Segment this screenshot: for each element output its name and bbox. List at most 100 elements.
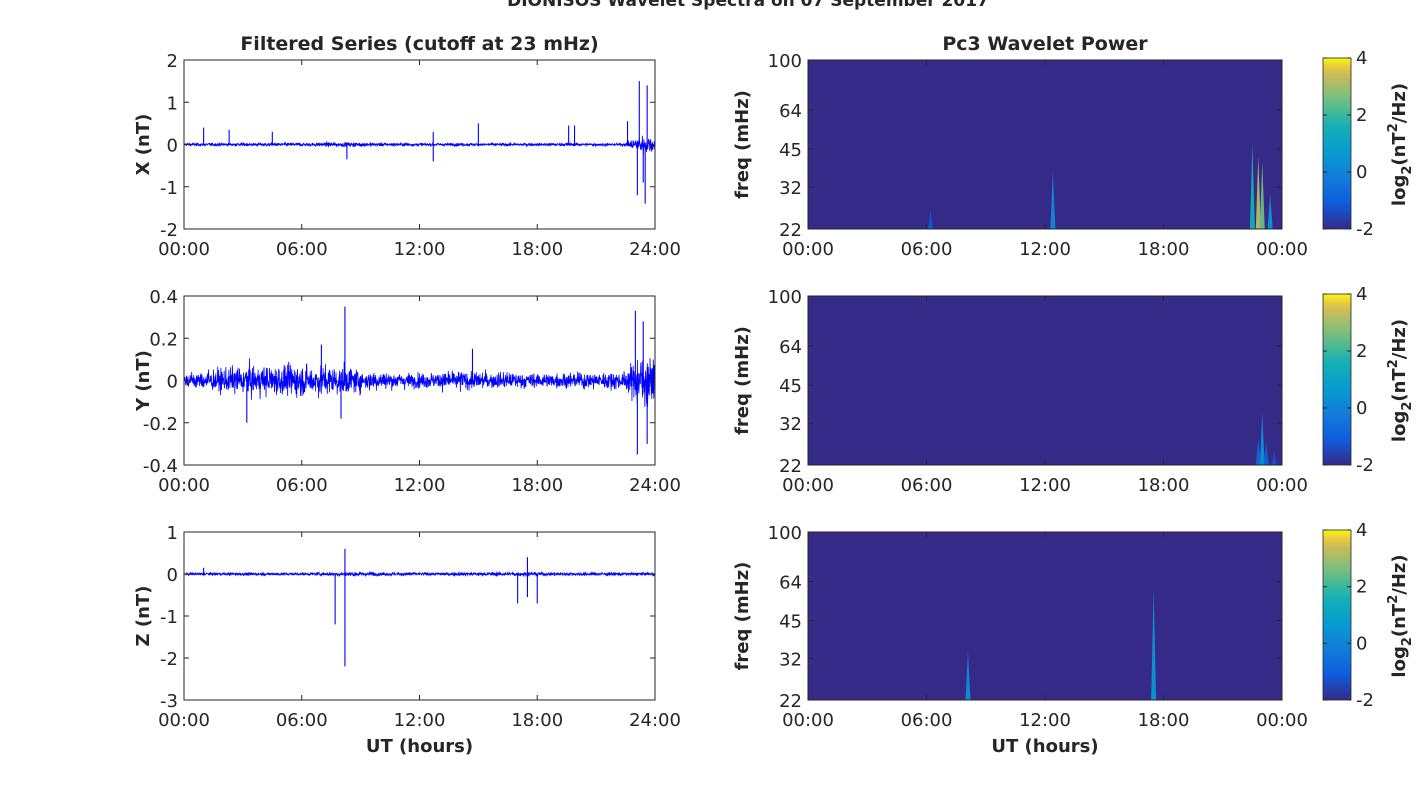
y-tick-label: -2 — [160, 220, 178, 241]
colorbar-label: log2(nT2/Hz) — [1386, 83, 1415, 206]
colorbar-tick-label: 2 — [1356, 341, 1367, 362]
wavelet-event — [1255, 156, 1261, 229]
x-tick-label: 00:00 — [782, 239, 834, 260]
y-tick-label: -0.4 — [143, 456, 178, 477]
panel-title: Pc3 Wavelet Power — [942, 33, 1148, 55]
y-tick-label: 22 — [779, 456, 802, 477]
series-panel-x-0: Filtered Series (cutoff at 23 mHz) 2 1 0 -1 -… — [133, 33, 681, 260]
x-tick-label: 18:00 — [1138, 710, 1190, 731]
colorbar-tick-label: 2 — [1356, 105, 1367, 126]
y-tick-label: -1 — [160, 178, 178, 199]
y-tick-label: 1 — [167, 523, 178, 544]
colorbar-tick-label: -2 — [1356, 455, 1374, 476]
y-tick-label: 22 — [779, 220, 802, 241]
y-tick-label: 1 — [167, 93, 178, 114]
y-tick-label: -2 — [160, 649, 178, 670]
y-tick-label: 45 — [779, 140, 802, 161]
colorbar-tick-label: 0 — [1356, 398, 1367, 419]
y-tick-label: 45 — [779, 376, 802, 397]
wavelet-power-image — [808, 296, 1282, 465]
x-tick-label: 18:00 — [511, 710, 563, 731]
x-tick-label: 18:00 — [511, 475, 563, 496]
y-tick-label: 64 — [779, 337, 802, 358]
panel-title: Filtered Series (cutoff at 23 mHz) — [240, 33, 598, 55]
x-tick-label: 06:00 — [901, 239, 953, 260]
axes-frame — [183, 531, 656, 701]
colorbar-tick-label: 4 — [1356, 520, 1367, 541]
y-tick-label: 100 — [768, 287, 802, 308]
y-tick-label: 0 — [167, 136, 178, 157]
x-tick-label: 18:00 — [1138, 239, 1190, 260]
colorbar-tick-label: 4 — [1356, 48, 1367, 69]
y-tick-label: 2 — [167, 51, 178, 72]
wavelet-event — [1249, 144, 1255, 229]
series-trace — [184, 135, 655, 155]
y-tick-label: 64 — [779, 101, 802, 122]
x-tick-label: 00:00 — [782, 475, 834, 496]
x-axis-label: UT (hours) — [366, 736, 473, 757]
x-tick-label: 12:00 — [1019, 710, 1071, 731]
series-panel-y-2: 0.4 0.2 0 -0.2 -0.400:00 06:00 12:00 18:00 24:00… — [133, 287, 681, 496]
y-tick-label: -1 — [160, 607, 178, 628]
x-tick-label: 06:00 — [276, 239, 328, 260]
y-tick-label: 32 — [779, 178, 802, 199]
x-tick-label: 00:00 — [158, 475, 210, 496]
colorbar-tick-label: 0 — [1356, 162, 1367, 183]
y-tick-label: 0.2 — [149, 329, 178, 350]
x-tick-label: 12:00 — [1019, 239, 1071, 260]
x-tick-label: 18:00 — [511, 239, 563, 260]
colorbar-tick-label: -2 — [1356, 219, 1374, 240]
colorbar-tick-label: -2 — [1356, 690, 1374, 711]
x-tick-label: 12:00 — [1019, 475, 1071, 496]
colorbar-tick-label: 0 — [1356, 633, 1367, 654]
colorbar-tick-label: 2 — [1356, 577, 1367, 598]
figure-title: DIONISOS Wavelet Spectra on 07 September… — [507, 0, 989, 11]
y-tick-label: 45 — [779, 612, 802, 633]
series-trace — [184, 571, 655, 578]
wavelet-power-image — [808, 532, 1282, 700]
x-tick-label: 00:00 — [1256, 475, 1308, 496]
y-tick-label: 100 — [768, 523, 802, 544]
y-tick-label: 32 — [779, 649, 802, 670]
wavelet-event — [965, 651, 971, 700]
x-tick-label: 12:00 — [394, 239, 446, 260]
colorbar-tick-label: 4 — [1356, 284, 1367, 305]
y-tick-label: -3 — [160, 691, 178, 712]
colorbar-label: log2(nT2/Hz) — [1386, 554, 1415, 677]
y-tick-label: 64 — [779, 573, 802, 594]
wavelet-event — [1151, 588, 1157, 700]
x-tick-label: 24:00 — [629, 239, 681, 260]
x-tick-label: 06:00 — [901, 475, 953, 496]
wavelet-event — [1050, 170, 1056, 229]
x-tick-label: 00:00 — [158, 710, 210, 731]
colorbar — [1322, 57, 1352, 230]
x-tick-label: 12:00 — [394, 710, 446, 731]
x-tick-label: 00:00 — [1256, 710, 1308, 731]
wavelet-event — [1271, 450, 1277, 465]
wavelet-event — [1267, 194, 1273, 229]
y-axis-label: freq (mHz) — [732, 562, 753, 671]
x-tick-label: 00:00 — [158, 239, 210, 260]
y-axis-label: freq (mHz) — [732, 326, 753, 435]
x-tick-label: 06:00 — [276, 710, 328, 731]
y-tick-label: 32 — [779, 414, 802, 435]
y-tick-label: -0.2 — [143, 414, 178, 435]
colorbar — [1322, 529, 1352, 701]
wavelet-event — [1259, 162, 1265, 229]
x-tick-label: 00:00 — [1256, 239, 1308, 260]
wavelet-event — [1255, 438, 1261, 465]
panels: Filtered Series (cutoff at 23 mHz) 2 1 0 -1 -… — [133, 33, 1415, 757]
wavelet-panel-freq-1: Pc3 Wavelet Power 4 2 0 -2 log2(nT2/Hz) 100 64 4… — [732, 33, 1415, 260]
wavelet-event — [1259, 413, 1265, 465]
x-tick-label: 24:00 — [629, 475, 681, 496]
colorbar-label: log2(nT2/Hz) — [1386, 319, 1415, 442]
x-tick-label: 24:00 — [629, 710, 681, 731]
colorbar — [1322, 293, 1352, 466]
y-tick-label: 22 — [779, 691, 802, 712]
y-axis-label: Z (nT) — [133, 586, 154, 647]
x-tick-label: 12:00 — [394, 475, 446, 496]
y-axis-label: freq (mHz) — [732, 90, 753, 199]
